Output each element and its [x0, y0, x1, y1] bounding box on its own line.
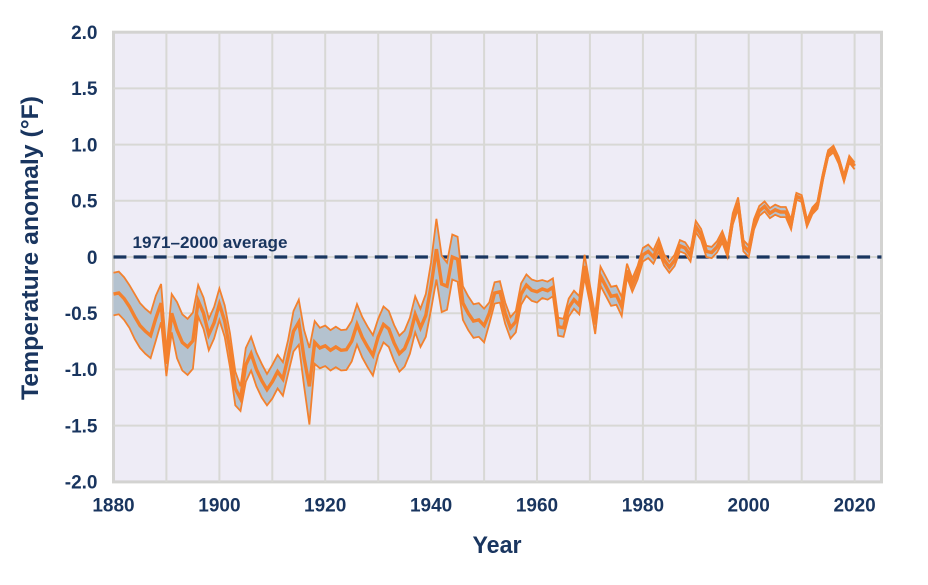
svg-text:1920: 1920	[304, 496, 346, 517]
svg-text:-2.0: -2.0	[65, 473, 98, 494]
svg-text:0.5: 0.5	[71, 192, 98, 213]
svg-text:1940: 1940	[410, 496, 452, 517]
svg-text:1900: 1900	[198, 496, 240, 517]
svg-text:1971–2000 average: 1971–2000 average	[133, 233, 288, 252]
svg-text:Temperature anomaly (°F): Temperature anomaly (°F)	[17, 96, 44, 400]
svg-text:2.0: 2.0	[71, 23, 97, 44]
svg-text:-1.5: -1.5	[65, 416, 98, 437]
svg-text:1.5: 1.5	[71, 79, 98, 100]
svg-text:1.0: 1.0	[71, 135, 97, 156]
svg-text:-0.5: -0.5	[65, 304, 98, 325]
svg-text:1880: 1880	[92, 496, 134, 517]
svg-text:-1.0: -1.0	[65, 360, 98, 381]
svg-text:1960: 1960	[516, 496, 558, 517]
svg-text:2000: 2000	[728, 496, 770, 517]
svg-text:0: 0	[87, 248, 98, 269]
svg-text:2020: 2020	[833, 496, 875, 517]
svg-text:1980: 1980	[622, 496, 664, 517]
svg-text:Year: Year	[473, 532, 522, 559]
